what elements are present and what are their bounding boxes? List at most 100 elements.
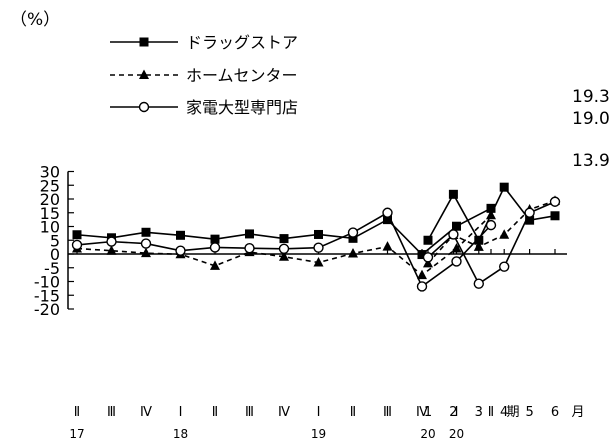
data-point	[485, 219, 497, 231]
data-point	[524, 207, 535, 218]
x-tick-label: 4	[500, 405, 508, 420]
data-point	[141, 247, 151, 258]
data-point	[210, 260, 220, 270]
data-point	[550, 211, 560, 221]
end-value-label: 13.9	[572, 151, 610, 171]
legend-marker	[138, 101, 150, 113]
data-point	[448, 229, 459, 240]
data-point	[416, 281, 428, 292]
legend-label: ホームセンター	[186, 66, 298, 85]
data-point	[499, 229, 510, 239]
end-value-label: 19.0	[572, 109, 610, 129]
y-tick-label: -20	[34, 300, 60, 319]
legend-marker	[139, 37, 149, 47]
data-point	[473, 278, 484, 289]
x-tick-label: Ⅰ	[455, 405, 459, 420]
data-point	[486, 203, 496, 213]
data-point	[422, 252, 434, 263]
data-point	[71, 239, 83, 251]
data-point	[549, 196, 561, 207]
x-year-label: 19	[311, 427, 326, 441]
x-year-label: 17	[69, 427, 84, 441]
data-point	[417, 250, 427, 260]
data-point	[499, 261, 510, 272]
data-point	[451, 243, 462, 253]
x-tick-label: 1	[424, 405, 432, 420]
data-point	[348, 233, 358, 243]
y-tick-label: 25	[40, 176, 60, 195]
y-tick-label: 5	[50, 231, 60, 250]
x-year-label: 20	[420, 427, 435, 441]
x-axis: Ⅱ Ⅲ Ⅳ Ⅰ Ⅱ Ⅲ Ⅳ Ⅰ Ⅱ Ⅲ Ⅳ Ⅰ Ⅱ 期17 18 19 201 2 3 4 5 6 月20	[68, 249, 585, 441]
series-drugstore	[72, 182, 560, 260]
x-year-label: 18	[173, 427, 188, 441]
data-point	[473, 241, 484, 251]
data-point	[106, 236, 117, 247]
data-point	[525, 215, 535, 225]
y-tick-label: -15	[34, 286, 60, 305]
data-point	[313, 257, 324, 267]
x-tick-label: Ⅳ	[140, 405, 152, 420]
y-tick-label: 15	[40, 204, 60, 223]
data-point	[279, 251, 289, 261]
x-tick-label: 5	[525, 405, 533, 420]
x-tick-label: Ⅲ	[245, 405, 254, 420]
data-point	[176, 230, 185, 240]
x-period-label: 期	[506, 405, 519, 420]
x-tick-label: 2	[449, 405, 457, 420]
y-tick-label: 0	[50, 245, 60, 264]
data-point	[348, 247, 358, 258]
legend-marker	[139, 69, 149, 79]
legend-label: 家電大型専門店	[186, 98, 298, 117]
data-point	[423, 257, 433, 268]
data-point	[278, 243, 290, 254]
x-year-label: 20	[449, 427, 464, 441]
data-point	[72, 230, 82, 240]
x-tick-label: Ⅰ	[179, 405, 183, 420]
data-point	[382, 207, 393, 218]
series-layer	[71, 182, 561, 292]
data-point	[452, 221, 461, 231]
data-point	[175, 245, 186, 256]
data-point	[210, 234, 220, 244]
x-tick-label: Ⅰ	[317, 405, 321, 420]
data-point	[451, 256, 462, 267]
legend-item-drugstore: ドラッグストア	[110, 33, 298, 52]
data-point	[314, 229, 323, 239]
data-point	[383, 215, 392, 225]
data-point	[313, 242, 324, 253]
x-tick-label: 3	[475, 405, 483, 420]
x-tick-label: Ⅲ	[383, 405, 392, 420]
legend-item-home-center: ホームセンター	[110, 66, 298, 85]
y-tick-label: 20	[40, 190, 60, 209]
legend-label: ドラッグストア	[186, 33, 298, 52]
data-point	[347, 227, 359, 238]
y-tick-label: -10	[34, 273, 60, 292]
series-line-monthly	[427, 200, 556, 264]
series-electronics	[71, 196, 561, 292]
y-tick-label: 30	[40, 163, 60, 182]
end-labels: 19.319.0 13.9	[572, 87, 610, 171]
data-point	[279, 234, 289, 244]
data-point	[140, 238, 152, 249]
x-tick-label: Ⅱ	[212, 405, 218, 420]
data-point	[423, 235, 433, 245]
y-tick-label: -5	[44, 259, 60, 278]
data-point	[244, 243, 255, 254]
y-axis-unit-label: （%）	[10, 10, 60, 30]
data-point	[499, 182, 509, 192]
data-point	[141, 227, 151, 237]
series-home-center	[72, 195, 560, 280]
data-point	[209, 242, 221, 253]
x-tick-label: Ⅲ	[107, 405, 116, 420]
data-point	[245, 229, 254, 239]
y-tick-label: 10	[40, 218, 60, 237]
x-tick-label: Ⅳ	[416, 405, 428, 420]
x-tick-label: Ⅱ	[74, 405, 80, 420]
data-point	[382, 241, 393, 251]
data-point	[106, 245, 117, 255]
data-point	[486, 209, 496, 220]
